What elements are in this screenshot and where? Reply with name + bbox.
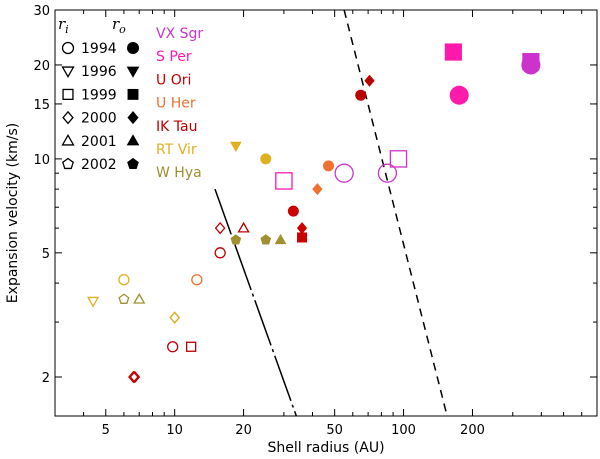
- legend-marker-inner: [62, 88, 74, 100]
- w-hya-inner-pentagon-point: [118, 293, 130, 304]
- legend-star-label: S Per: [156, 49, 192, 65]
- legend-marker-inner: [61, 133, 75, 146]
- ik-tau-outer-circle-point: [355, 89, 367, 101]
- ik-tau-inner-triangle-point: [237, 221, 250, 233]
- x-tick-label: 20: [235, 423, 252, 438]
- legend-marker-inner: [61, 66, 75, 79]
- data-points: [86, 43, 541, 384]
- w-hya-inner-triangle-point: [133, 292, 146, 304]
- vx-sgr-inner-circle-point: [334, 163, 354, 183]
- legend-star-label: U Ori: [156, 72, 191, 88]
- y-tick-label: 30: [33, 4, 50, 19]
- x-tick-label: 100: [391, 423, 416, 438]
- ik-tau-inner-square-point: [185, 341, 197, 352]
- rt-vir-inner-triangle_down-point: [86, 296, 100, 308]
- legend-header-ri: ri: [58, 15, 69, 36]
- rt-vir-outer-circle-point: [260, 153, 272, 165]
- x-axis-title: Shell radius (AU): [267, 440, 384, 456]
- u-ori-inner-diamond-point: [128, 370, 139, 384]
- plot-frame: [54, 9, 598, 417]
- vx-sgr-inner-square-point: [389, 150, 408, 168]
- legend-year-label: 1994: [81, 41, 117, 57]
- ik-tau-outer-diamond-point: [364, 74, 375, 87]
- ik-tau-inner-circle-point: [214, 247, 226, 259]
- legend-marker-outer: [127, 157, 139, 169]
- legend-marker-outer: [127, 88, 139, 100]
- rt-vir-outer-triangle_down-point: [229, 141, 242, 152]
- ik-tau-inner-diamond-point: [214, 221, 226, 235]
- u-ori-outer-square-point: [297, 232, 308, 243]
- legend-year-label: 1999: [81, 87, 117, 103]
- y-tick-label: 15: [33, 98, 50, 113]
- legend-marker-outer: [126, 134, 140, 146]
- y-tick-label: 10: [33, 153, 50, 168]
- legend-marker-outer: [127, 42, 139, 54]
- legend-marker-outer: [127, 111, 139, 125]
- vx-sgr-outer-square-point: [522, 53, 540, 71]
- legend-year-label: 2002: [81, 157, 117, 173]
- u-her-inner-circle-point: [191, 274, 203, 286]
- rt-vir-inner-circle-point: [118, 274, 130, 286]
- y-axis-title: Expansion velocity (km/s): [5, 123, 21, 303]
- legend-marker-inner: [61, 41, 75, 55]
- legend-marker-inner: [62, 110, 74, 125]
- legend-year-label: 1996: [81, 64, 117, 80]
- s-per-outer-circle-point: [449, 85, 469, 105]
- model-lines: [214, 9, 448, 417]
- vx-sgr-inner-circle-point: [377, 163, 398, 183]
- legend-year-label: 2001: [81, 134, 117, 150]
- rt-vir-inner-diamond-point: [169, 311, 180, 324]
- legend-star-label: W Hya: [156, 165, 202, 181]
- y-tick-label: 20: [33, 59, 50, 74]
- w-hya-outer-pentagon-point: [230, 234, 242, 245]
- legend-marker-outer: [126, 66, 140, 78]
- x-tick-label: 50: [326, 423, 343, 438]
- ik-tau-inner-circle-point: [167, 341, 179, 353]
- legend-star-label: RT Vir: [156, 142, 197, 158]
- ik-tau-inner-diamond-point: [129, 370, 141, 384]
- w-hya-outer-triangle-point: [274, 233, 287, 245]
- s-per-outer-square-point: [444, 43, 462, 61]
- x-tick-label: 5: [102, 423, 110, 438]
- legend-star-label: IK Tau: [156, 119, 197, 135]
- y-tick-label: 5: [42, 247, 50, 262]
- legend-star-label: U Her: [156, 96, 196, 112]
- long-dash-line: [214, 188, 298, 417]
- x-tick-label: 200: [460, 423, 485, 438]
- legend-year-label: 2000: [81, 111, 117, 127]
- legend-star-label: VX Sgr: [156, 26, 203, 42]
- u-her-outer-diamond-point: [312, 183, 323, 196]
- legend-marker-inner: [62, 157, 74, 170]
- y-tick-label: 2: [42, 371, 50, 386]
- u-ori-outer-circle-point: [287, 205, 299, 217]
- s-per-inner-square-point: [275, 172, 293, 190]
- u-her-outer-circle-point: [323, 160, 335, 172]
- x-tick-label: 10: [166, 423, 183, 438]
- w-hya-outer-pentagon-point: [260, 234, 272, 245]
